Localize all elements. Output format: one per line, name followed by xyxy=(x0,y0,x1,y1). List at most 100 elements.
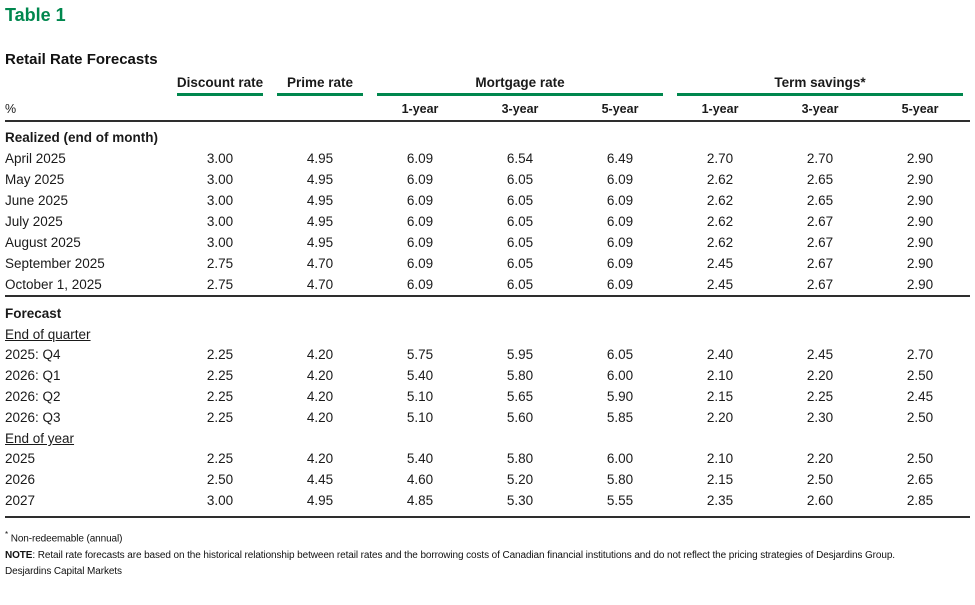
cell-value: 6.05 xyxy=(506,256,534,271)
table-row: 2027 3.00 4.95 4.85 5.30 5.55 2.35 2.60 2.85 xyxy=(5,490,971,518)
cell-value: 2.67 xyxy=(806,277,834,292)
cell-value: 6.49 xyxy=(606,151,634,166)
cell-value: 2.65 xyxy=(806,193,834,208)
row-label: 2026: Q2 xyxy=(5,389,61,404)
cell-value: 4.20 xyxy=(306,389,334,404)
row-label: May 2025 xyxy=(5,172,65,187)
table-row: September 2025 2.75 4.70 6.09 6.05 6.09 2.45 2.… xyxy=(5,253,970,274)
cell-value: 5.95 xyxy=(506,347,534,362)
cell-value: 2.25 xyxy=(206,389,234,404)
column-group-row: Discount rate Prime rate Mortgage rate T… xyxy=(5,75,970,96)
cell-value: 2.50 xyxy=(906,368,934,383)
cell-value: 5.20 xyxy=(506,472,534,487)
note-label: NOTE xyxy=(5,549,33,561)
cell-value: 6.09 xyxy=(406,151,434,166)
cell-value: 3.00 xyxy=(206,172,234,187)
cell-value: 6.09 xyxy=(606,256,634,271)
cell-value: 5.65 xyxy=(506,389,534,404)
cell-value: 5.10 xyxy=(406,389,434,404)
table-row: 2025 2.25 4.20 5.40 5.80 6.00 2.10 2.20 2.50 xyxy=(5,448,970,469)
row-label: 2026 xyxy=(5,472,36,487)
cell-value: 5.55 xyxy=(570,490,671,518)
cell-value: 2.25 xyxy=(206,410,234,425)
cell-value: 2.50 xyxy=(206,472,234,487)
cell-value: 4.20 xyxy=(306,451,334,466)
col-group-label: Discount rate xyxy=(176,75,264,90)
cell-value: 5.85 xyxy=(606,410,634,425)
col-group-label: Prime rate xyxy=(286,75,354,90)
cell-value: 4.45 xyxy=(306,472,334,487)
cell-value: 2.35 xyxy=(670,490,771,518)
cell-value: 2.90 xyxy=(906,277,934,292)
cell-value: 4.95 xyxy=(306,235,334,250)
row-label: July 2025 xyxy=(5,214,63,229)
cell-value: 4.85 xyxy=(370,490,470,518)
row-label: 2025: Q4 xyxy=(5,347,61,362)
col-group-discount-rate: Discount rate xyxy=(170,75,270,96)
cell-value: 2.67 xyxy=(806,214,834,229)
subheader-empty xyxy=(270,96,370,122)
cell-value: 2.62 xyxy=(706,193,734,208)
table-row: 2026: Q2 2.25 4.20 5.10 5.65 5.90 2.15 2.25 2.45 xyxy=(5,386,970,407)
footnote-source: Desjardins Capital Markets xyxy=(5,566,122,578)
cell-value: 2.90 xyxy=(906,151,934,166)
cell-value: 2.45 xyxy=(906,389,934,404)
subsection-label: End of year xyxy=(5,431,75,446)
cell-value: 5.80 xyxy=(506,368,534,383)
cell-value: 5.10 xyxy=(406,410,434,425)
footnote-text: Non-redeemable (annual) xyxy=(8,533,123,545)
cell-value: 6.05 xyxy=(506,235,534,250)
subheader-empty xyxy=(170,96,270,122)
cell-value: 2.50 xyxy=(906,451,934,466)
row-label: September 2025 xyxy=(5,256,105,271)
cell-value: 2.90 xyxy=(906,235,934,250)
cell-value: 6.05 xyxy=(506,277,534,292)
cell-value: 4.95 xyxy=(306,193,334,208)
page: Table 1 Retail Rate Forecasts Discount r… xyxy=(5,5,971,581)
subheader-term-1year: 1-year xyxy=(670,96,771,122)
cell-value: 2.25 xyxy=(206,451,234,466)
cell-value: 6.09 xyxy=(606,172,634,187)
footnotes: * Non-redeemable (annual) NOTE: Retail r… xyxy=(5,527,970,581)
unit-label: % xyxy=(5,96,170,122)
cell-value: 2.70 xyxy=(906,347,934,362)
table-row: July 2025 3.00 4.95 6.09 6.05 6.09 2.62 2.67 2.9… xyxy=(5,211,970,232)
cell-value: 2.62 xyxy=(706,214,734,229)
cell-value: 4.95 xyxy=(306,214,334,229)
subheader-term-5year: 5-year xyxy=(870,96,971,122)
row-label: June 2025 xyxy=(5,193,69,208)
cell-value: 5.80 xyxy=(506,451,534,466)
cell-value: 2.15 xyxy=(706,472,734,487)
table-row: April 2025 3.00 4.95 6.09 6.54 6.49 2.70 2.70 2.… xyxy=(5,148,970,169)
cell-value: 2.20 xyxy=(806,451,834,466)
cell-value: 6.05 xyxy=(506,214,534,229)
cell-value: 5.75 xyxy=(406,347,434,362)
cell-value: 4.20 xyxy=(306,347,334,362)
cell-value: 2.90 xyxy=(906,214,934,229)
cell-value: 2.90 xyxy=(906,256,934,271)
cell-value: 2.75 xyxy=(206,256,234,271)
group-underline xyxy=(377,93,664,96)
cell-value: 3.00 xyxy=(206,235,234,250)
row-label: 2025 xyxy=(5,451,36,466)
subsection-row: End of year xyxy=(5,428,970,448)
cell-value: 2.45 xyxy=(706,277,734,292)
subheader-mortgage-5year: 5-year xyxy=(570,96,671,122)
cell-value: 2.10 xyxy=(706,368,734,383)
section-row: Forecast xyxy=(5,295,971,324)
cell-value: 6.54 xyxy=(506,151,534,166)
section-header: Forecast xyxy=(5,295,971,324)
col-group-prime-rate: Prime rate xyxy=(270,75,370,96)
cell-value: 2.15 xyxy=(706,389,734,404)
cell-value: 2.25 xyxy=(206,347,234,362)
cell-value: 2.62 xyxy=(706,235,734,250)
cell-value: 5.90 xyxy=(606,389,634,404)
cell-value: 6.05 xyxy=(506,172,534,187)
group-underline xyxy=(677,93,964,96)
table-row: 2026: Q1 2.25 4.20 5.40 5.80 6.00 2.10 2.20 2.50 xyxy=(5,365,970,386)
cell-value: 6.09 xyxy=(406,256,434,271)
cell-value: 5.80 xyxy=(606,472,634,487)
cell-value: 2.75 xyxy=(206,277,234,292)
cell-value: 3.00 xyxy=(170,490,270,518)
cell-value: 2.67 xyxy=(806,235,834,250)
